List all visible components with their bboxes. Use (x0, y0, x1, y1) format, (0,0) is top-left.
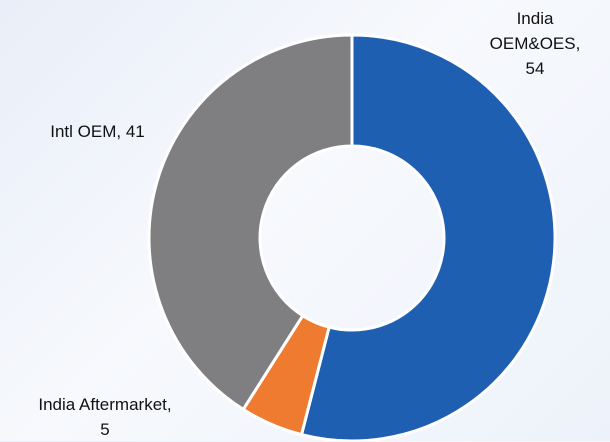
slice-label: Intl OEM41 (10, 119, 185, 144)
value-label: 41 (125, 122, 145, 141)
category-label: Intl OEM (50, 122, 121, 141)
category-label: India OEM&OES (490, 9, 581, 53)
value-label: 5 (100, 420, 110, 439)
slice-label: India OEM&OES 54 (470, 6, 600, 81)
category-label: India Aftermarket (38, 395, 171, 414)
donut-slice (147, 33, 354, 411)
slice-label: India Aftermarket 5 (5, 392, 205, 442)
value-label: 54 (525, 59, 545, 78)
donut-slice (300, 33, 557, 441)
